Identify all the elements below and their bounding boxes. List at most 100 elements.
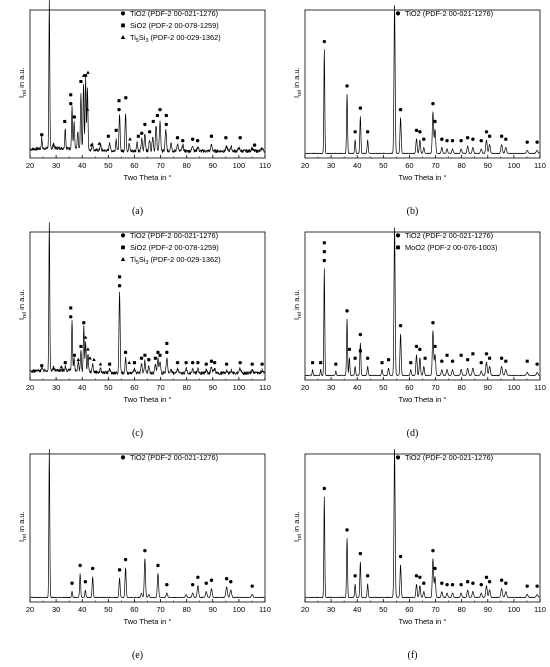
xrd-chart-a: 20 30 40 50 60 70 80 90 100 110 Two Theta in ° Irel… (17, 0, 271, 182)
x-tick-label: 80 (182, 383, 190, 392)
phase-marker-circle (431, 321, 435, 325)
caption-e: (e) (131, 650, 144, 661)
plot-frame (304, 453, 541, 603)
xrd-chart-f: 20 30 40 50 60 70 80 90 100 110 Two Theta in ° Irel… (292, 448, 546, 626)
phase-marker-square (347, 347, 351, 351)
legend-label: TiO2 (PDF-2 00-021-1276) (405, 9, 493, 18)
panel-a: 20 30 40 50 60 70 80 90 100 110 Two Theta in ° Irel… (0, 0, 275, 222)
phase-marker-circle (459, 138, 463, 143)
x-tick-label: 100 (233, 605, 246, 614)
x-tick-label: 110 (259, 605, 271, 614)
phase-marker-square (322, 241, 326, 245)
legend-marker-square (396, 245, 400, 250)
x-tick-label: 30 (327, 161, 335, 170)
phase-marker-circle (398, 107, 403, 112)
phase-marker-square (132, 361, 136, 365)
x-tick-label: 30 (52, 383, 60, 392)
y-axis-label: Irel in a.u. (17, 511, 28, 542)
phase-marker-circle (82, 321, 86, 325)
legend-marker-circle (395, 233, 401, 238)
phase-marker-square (136, 134, 140, 138)
x-tick-label: 50 (104, 161, 112, 170)
phase-marker-circle (487, 580, 492, 584)
x-tick-label: 70 (156, 605, 164, 614)
x-tick-label: 100 (508, 605, 521, 614)
phase-marker-circle (322, 486, 327, 491)
x-tick-label: 30 (327, 605, 335, 614)
phase-marker-circle (83, 580, 88, 584)
phase-marker-circle (431, 101, 435, 106)
diffraction-pattern (30, 222, 265, 375)
phase-marker-circle (422, 581, 426, 585)
legend-label: TiO2 (PDF-2 00-021-1276) (405, 231, 493, 240)
xrd-chart-c: 20 30 40 50 60 70 80 90 100 110 Two Theta in ° Irel… (17, 222, 271, 404)
x-tick-label: 50 (104, 605, 112, 614)
phase-marker-square (165, 341, 169, 345)
phase-marker-circle (69, 315, 73, 319)
phase-marker-circle (358, 106, 363, 110)
phase-marker-circle (450, 359, 455, 363)
phase-marker-circle (224, 577, 229, 581)
x-tick-label: 40 (78, 161, 86, 170)
phase-marker-circle (433, 566, 437, 571)
caption-d: (d) (406, 428, 419, 439)
diffraction-pattern (30, 0, 265, 154)
phase-marker-circle (69, 101, 73, 106)
y-axis-label: Irel in a.u. (292, 511, 303, 542)
phase-marker-triangle (51, 143, 56, 147)
phase-marker-circle (147, 130, 152, 134)
phase-marker-circle (83, 73, 88, 78)
x-tick-label: 40 (353, 605, 361, 614)
phase-marker-circle (398, 554, 403, 559)
x-tick-label: 80 (182, 605, 190, 614)
x-tick-label: 110 (259, 161, 271, 170)
phase-marker-square (151, 119, 155, 123)
phase-marker-square (106, 134, 110, 138)
x-tick-label: 80 (457, 383, 465, 392)
x-tick-label: 90 (209, 383, 217, 392)
x-tick-label: 20 (301, 161, 309, 170)
phase-marker-circle (123, 350, 128, 355)
phase-marker-triangle (86, 347, 90, 351)
phase-marker-circle (117, 284, 122, 288)
x-tick-label: 50 (379, 161, 387, 170)
phase-marker-square (445, 353, 449, 357)
phase-marker-triangle (97, 141, 101, 145)
phase-marker-circle (345, 84, 349, 88)
phase-marker-circle (353, 356, 357, 360)
panel-c: 20 30 40 50 60 70 80 90 100 110 Two Theta in ° Irel… (0, 222, 275, 444)
phase-marker-square (158, 353, 162, 357)
legend-label: TiO2 (PDF-2 00-021-1276) (130, 231, 218, 240)
x-tick-label: 30 (52, 605, 60, 614)
x-tick-label: 90 (484, 605, 492, 614)
phase-marker-square (471, 352, 475, 356)
x-tick-label: 60 (130, 383, 138, 392)
phase-marker-square (409, 361, 413, 365)
x-axis-label: Two Theta in ° (124, 395, 172, 404)
x-tick-label: 90 (209, 605, 217, 614)
phase-marker-circle (250, 584, 254, 588)
phase-marker-circle (358, 551, 363, 556)
x-tick-label: 100 (233, 161, 246, 170)
phase-marker-circle (353, 130, 357, 134)
phase-marker-circle (398, 323, 403, 328)
x-tick-label: 60 (405, 605, 413, 614)
phase-marker-circle (196, 575, 200, 579)
phase-marker-square (488, 356, 492, 360)
phase-marker-circle (504, 137, 508, 141)
phase-marker-circle (422, 137, 426, 141)
phase-marker-circle (175, 136, 180, 140)
phase-marker-triangle (88, 356, 92, 360)
phase-marker-circle (238, 360, 242, 365)
legend-label: SiO2 (PDF-2 00-078-1259) (130, 21, 219, 30)
phase-marker-circle (365, 356, 370, 360)
caption-f: (f) (407, 650, 418, 661)
x-tick-label: 90 (484, 383, 492, 392)
phase-marker-circle (525, 584, 529, 588)
phase-marker-circle (484, 575, 489, 579)
phase-marker-circle (414, 574, 419, 578)
phase-marker-circle (535, 584, 539, 588)
diffraction-pattern (305, 448, 540, 599)
phase-marker-circle (465, 358, 470, 362)
x-tick-label: 60 (405, 161, 413, 170)
